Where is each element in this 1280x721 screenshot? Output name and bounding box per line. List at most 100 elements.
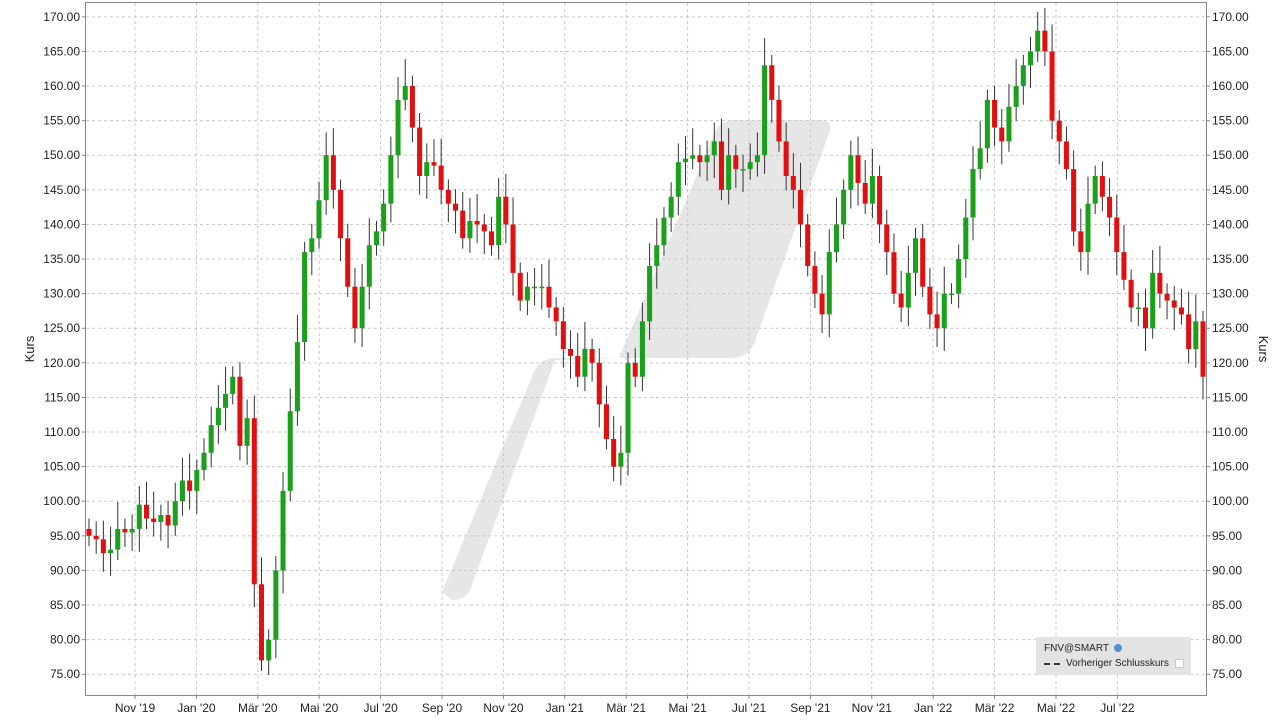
y-tick-label: 85.00 — [1212, 598, 1242, 612]
candle-body — [690, 155, 696, 159]
candle-body — [100, 539, 106, 554]
x-tick-label: Jul '20 — [363, 701, 398, 715]
candle-body — [417, 127, 423, 176]
candle-body — [675, 162, 681, 197]
candle-body — [359, 286, 365, 329]
candle-body — [575, 355, 581, 377]
dashed-line-icon — [1044, 662, 1060, 665]
candle-body — [373, 231, 379, 246]
x-tick-label: Jan '20 — [177, 701, 216, 715]
candle-body — [956, 259, 962, 294]
candles-group — [86, 7, 1206, 675]
candle-body — [740, 169, 746, 171]
legend-instrument: FNV@SMART — [1044, 643, 1122, 654]
candle-body — [833, 224, 839, 253]
candle-body — [453, 203, 459, 211]
y-tick-label: 120.00 — [1212, 356, 1249, 370]
candle-body — [108, 549, 114, 554]
candle-body — [1121, 252, 1127, 280]
candle-body — [1042, 30, 1048, 52]
candle-body — [869, 176, 875, 204]
candle-body — [445, 189, 451, 204]
candle-body — [848, 155, 854, 190]
candle-body — [941, 293, 947, 329]
y-axis-title-right: Kurs — [1256, 336, 1271, 363]
candle-body — [948, 293, 954, 296]
x-tick-label: Sep '20 — [422, 701, 463, 715]
candle-body — [783, 141, 789, 176]
x-tick-label: Mär '22 — [975, 701, 1015, 715]
candle-body — [747, 162, 753, 170]
candle-body — [819, 293, 825, 315]
candle-body — [812, 265, 818, 294]
y-tick-label: 135.00 — [1212, 252, 1249, 266]
candle-body — [172, 501, 178, 526]
x-tick-label: Nov '19 — [115, 701, 156, 715]
candle-body — [733, 155, 739, 170]
candle-body — [258, 584, 265, 661]
candle-body — [553, 307, 559, 322]
candle-body — [194, 470, 200, 491]
y-tick-label: 90.00 — [1212, 563, 1242, 577]
candle-body — [603, 404, 609, 439]
y-tick-label: 155.00 — [43, 114, 80, 128]
candle-body — [1200, 321, 1206, 377]
candle-body — [963, 217, 969, 260]
x-tick-label: Jul '22 — [1100, 701, 1135, 715]
candle-body — [927, 286, 933, 315]
y-tick-label: 100.00 — [1212, 494, 1249, 508]
candle-body — [647, 265, 653, 322]
y-tick-label: 130.00 — [43, 287, 80, 301]
candle-body — [611, 438, 617, 467]
candle-body — [287, 411, 293, 491]
candle-body — [122, 528, 128, 533]
candle-body — [510, 224, 516, 273]
candle-body — [1099, 176, 1105, 197]
candle-body — [1157, 272, 1163, 294]
y-tick-label: 170.00 — [43, 10, 80, 24]
candle-body — [467, 220, 473, 239]
y-tick-label: 95.00 — [50, 529, 80, 543]
y-tick-label: 170.00 — [1212, 10, 1249, 24]
candle-body — [1027, 51, 1034, 66]
candle-body — [826, 252, 832, 315]
candle-body — [711, 141, 717, 156]
candle-body — [1071, 169, 1077, 232]
x-tick-label: Mai '20 — [300, 701, 339, 715]
candle-body — [251, 418, 257, 585]
candle-body — [1128, 279, 1134, 308]
candle-body — [798, 189, 804, 225]
candle-body — [898, 293, 904, 308]
candle-body — [230, 376, 236, 394]
candle-body — [409, 86, 415, 128]
candle-body — [338, 189, 344, 239]
candle-body — [129, 528, 135, 533]
y-axis-right: 75.00 80.00 85.00 90.00 95.00 100.00 105.00 110… — [1212, 10, 1249, 681]
candle-body — [632, 362, 638, 377]
candle-body — [438, 165, 444, 190]
candle-body — [1049, 51, 1055, 121]
candle-body — [524, 286, 530, 301]
candle-body — [532, 286, 538, 289]
candle-body — [762, 65, 768, 156]
candle-body — [1056, 120, 1062, 142]
y-tick-label: 120.00 — [43, 356, 80, 370]
candle-body — [1020, 65, 1026, 87]
candle-body — [977, 148, 983, 170]
candle-body — [560, 321, 566, 349]
candle-body — [1006, 106, 1012, 142]
candle-body — [366, 245, 372, 287]
x-tick-label: Mai '21 — [668, 701, 707, 715]
y-tick-label: 75.00 — [1212, 667, 1242, 681]
watermark-logo — [442, 120, 831, 600]
y-tick-label: 160.00 — [43, 79, 80, 93]
x-tick-label: Mär '21 — [606, 701, 646, 715]
y-tick-label: 145.00 — [1212, 183, 1249, 197]
checkbox-icon[interactable] — [1174, 659, 1184, 668]
candle-body — [654, 245, 660, 266]
candle-body — [718, 141, 724, 190]
candle-body — [862, 182, 868, 204]
candle-body — [596, 362, 602, 405]
y-tick-label: 150.00 — [43, 148, 80, 162]
legend-instrument-label: FNV@SMART — [1044, 643, 1109, 654]
